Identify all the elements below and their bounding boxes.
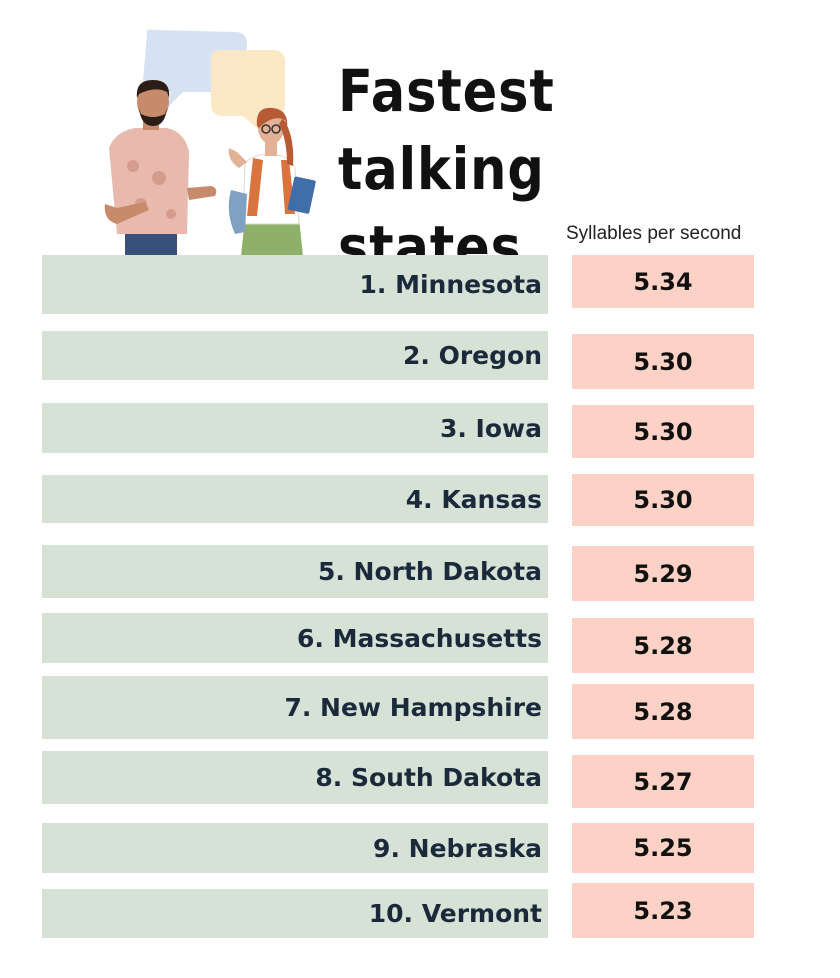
state-row: 6. Massachusetts (42, 613, 548, 663)
state-label: 3. Iowa (439, 413, 542, 443)
value-label: 5.30 (633, 417, 693, 446)
value-cell: 5.28 (572, 684, 754, 739)
value-cell: 5.30 (572, 474, 754, 526)
people-talking-illustration (104, 29, 316, 256)
value-cell: 5.29 (572, 546, 754, 601)
state-label: 9. Nebraska (373, 833, 542, 863)
value-label: 5.28 (633, 631, 693, 660)
chart-title-line1: Fastest talking (338, 57, 555, 203)
state-label: 7. New Hampshire (284, 693, 542, 722)
state-row: 4. Kansas (42, 475, 548, 523)
state-label: 2. Oregon (402, 341, 542, 370)
value-cell: 5.34 (572, 255, 754, 308)
state-row: 1. Minnesota (42, 255, 548, 314)
value-label: 5.29 (633, 559, 693, 588)
state-label: 8. South Dakota (315, 763, 542, 792)
value-cell: 5.30 (572, 405, 754, 458)
state-label: 6. Massachusetts (296, 623, 542, 653)
value-label: 5.34 (633, 267, 693, 296)
unit-label: Syllables per second (566, 223, 742, 244)
state-label: 4. Kansas (405, 484, 542, 514)
value-cell: 5.30 (572, 334, 754, 389)
value-cell: 5.28 (572, 618, 754, 673)
state-row: 10. Vermont (42, 889, 548, 938)
value-label: 5.23 (633, 896, 693, 925)
value-label: 5.28 (633, 697, 693, 726)
state-row: 3. Iowa (42, 403, 548, 453)
woman-with-book-icon (228, 107, 316, 256)
chart-title: Fastest talking states (338, 52, 725, 286)
state-label: 1. Minnesota (359, 270, 542, 299)
state-row: 7. New Hampshire (42, 676, 548, 739)
state-row: 8. South Dakota (42, 751, 548, 804)
value-label: 5.27 (633, 767, 693, 796)
man-talking-icon (104, 80, 217, 256)
state-label: 5. North Dakota (317, 557, 542, 586)
state-label: 10. Vermont (368, 899, 542, 928)
value-label: 5.25 (633, 834, 693, 862)
value-cell: 5.23 (572, 883, 754, 938)
value-label: 5.30 (633, 486, 693, 514)
state-row: 5. North Dakota (42, 545, 548, 598)
value-cell: 5.27 (572, 755, 754, 808)
state-row: 2. Oregon (42, 331, 548, 380)
state-row: 9. Nebraska (42, 823, 548, 873)
value-label: 5.30 (633, 347, 693, 376)
value-cell: 5.25 (572, 823, 754, 873)
